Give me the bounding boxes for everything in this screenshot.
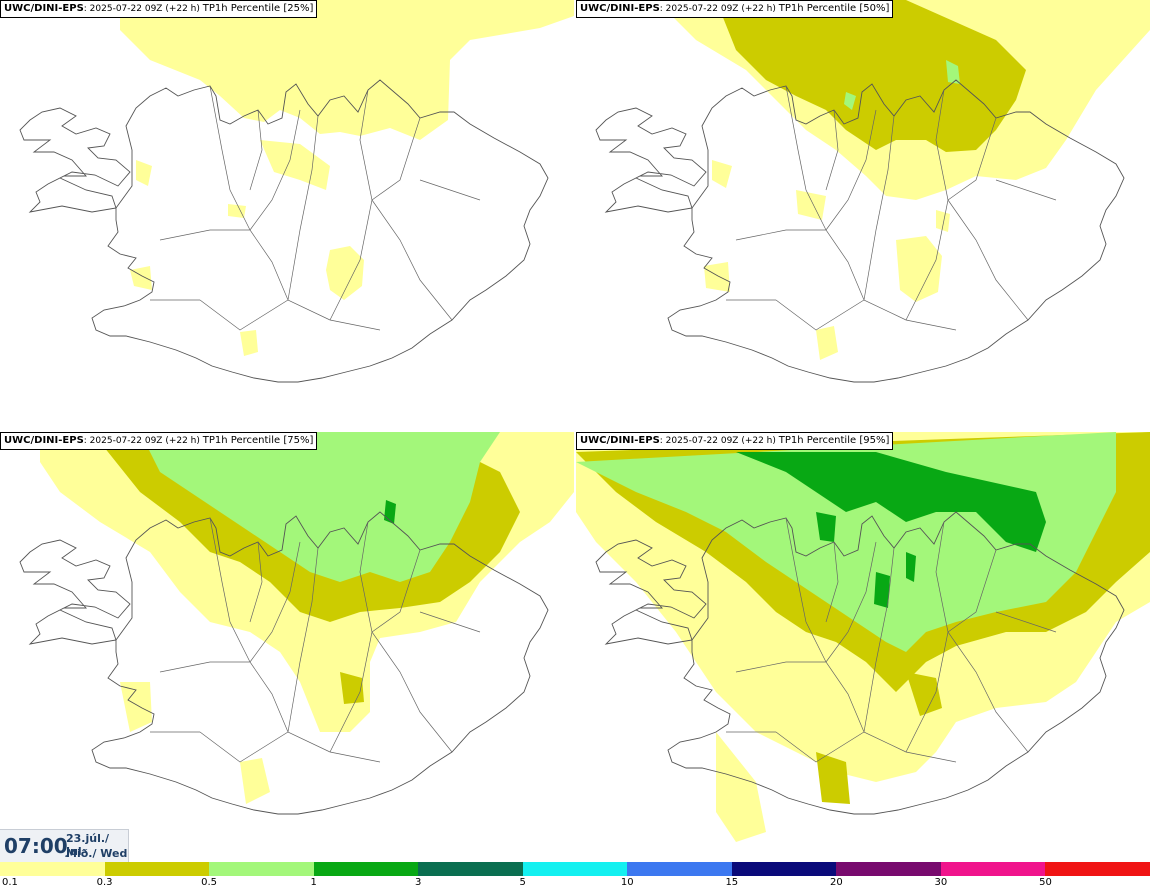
run-time: 2025-07-22 09Z (+22 h) [89, 436, 200, 446]
colorbar-tick-label: 0.1 [2, 877, 18, 888]
field-label: TP1h Percentile [50%] [778, 3, 890, 14]
precip-colorbar [0, 862, 1150, 876]
precip-map-p50 [595, 0, 1150, 383]
model-name: UWC/DINI-EPS [4, 435, 84, 446]
colorbar-segment [940, 862, 1046, 876]
colorbar-tick-label: 5 [519, 877, 526, 888]
field-label: TP1h Percentile [25%] [202, 3, 314, 14]
colorbar-segment [209, 862, 314, 876]
panel-title-p50: UWC/DINI-EPS: 2025-07-22 09Z (+22 h) TP1… [576, 0, 894, 18]
precip-map-p95 [576, 432, 1150, 842]
model-name: UWC/DINI-EPS [580, 3, 660, 14]
colorbar-segment [104, 862, 210, 876]
panel-title-p25: UWC/DINI-EPS: 2025-07-22 09Z (+22 h) TP1… [0, 0, 318, 18]
colorbar-tick-label: 0.3 [96, 877, 113, 888]
colorbar-tick-label: 0.5 [201, 877, 218, 888]
colorbar-segment [418, 862, 523, 876]
valid-date: 23.júl./ Jul [66, 832, 110, 858]
model-name: UWC/DINI-EPS [580, 435, 660, 446]
valid-time: 07:00 [4, 834, 68, 858]
precip-map-p25 [19, 0, 574, 383]
colorbar-segment [522, 862, 628, 876]
colorbar-tick-label: 50 [1039, 877, 1052, 888]
run-time: 2025-07-22 09Z (+22 h) [89, 4, 200, 14]
panel-title-p95: UWC/DINI-EPS: 2025-07-22 09Z (+22 h) TP1… [576, 432, 894, 450]
colorbar-tick-label: 20 [829, 877, 843, 888]
colorbar-tick-label: 1 [310, 877, 317, 888]
colorbar-tick-label: 15 [725, 877, 739, 888]
model-name: UWC/DINI-EPS [4, 3, 84, 14]
colorbar-segment [627, 862, 732, 876]
map-panel-p50: UWC/DINI-EPS: 2025-07-22 09Z (+22 h) TP1… [576, 0, 1150, 430]
map-panel-p25: UWC/DINI-EPS: 2025-07-22 09Z (+22 h) TP1… [0, 0, 574, 430]
colorbar-segment [836, 862, 941, 876]
map-panel-p95: UWC/DINI-EPS: 2025-07-22 09Z (+22 h) TP1… [576, 432, 1150, 862]
field-label: TP1h Percentile [75%] [202, 435, 314, 446]
map-panel-p75: UWC/DINI-EPS: 2025-07-22 09Z (+22 h) TP1… [0, 432, 574, 862]
valid-weekday: Mið./ Wed [66, 847, 128, 860]
precip-map-p75 [19, 432, 574, 815]
colorbar-tick-label: 30 [934, 877, 948, 888]
colorbar-tick-label: 3 [414, 877, 422, 888]
valid-time-box: 07:00 23.júl./ Jul Mið./ Wed [0, 829, 129, 862]
run-time: 2025-07-22 09Z (+22 h) [665, 4, 776, 14]
run-time: 2025-07-22 09Z (+22 h) [665, 436, 776, 446]
colorbar-tick-label: 10 [620, 877, 634, 888]
colorbar-segment [731, 862, 837, 876]
colorbar-segment [0, 862, 105, 876]
panel-title-p75: UWC/DINI-EPS: 2025-07-22 09Z (+22 h) TP1… [0, 432, 318, 450]
colorbar-segment [313, 862, 419, 876]
field-label: TP1h Percentile [95%] [778, 435, 890, 446]
colorbar-segment [1045, 862, 1150, 876]
